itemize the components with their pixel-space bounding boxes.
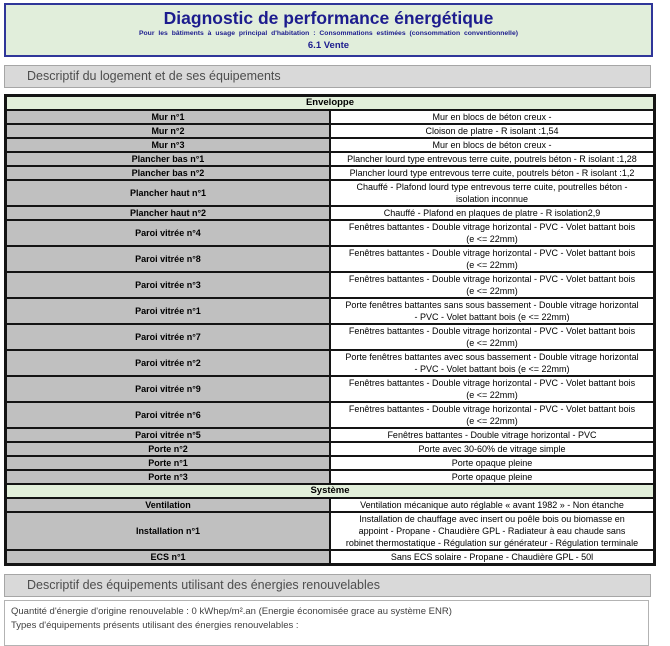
- section-bar-logement: Descriptif du logement et de ses équipem…: [4, 65, 651, 88]
- row-label: Plancher haut n°2: [4, 205, 331, 221]
- renewables-box: Quantité d'énergie d'origine renouvelabl…: [4, 600, 649, 646]
- row-value: Porte avec 30-60% de vitrage simple: [329, 441, 656, 457]
- document-version: 6.1 Vente: [307, 40, 350, 51]
- row-value: Fenêtres battantes - Double vitrage hori…: [329, 271, 656, 299]
- table-row: Plancher haut n°2 Chauffé - Plafond en pl…: [4, 205, 656, 221]
- table-row: Paroi vitrée n°4 Fenêtres battantes - Dou…: [4, 219, 656, 247]
- row-label: Plancher bas n°1: [4, 151, 331, 167]
- row-label: Plancher haut n°1: [4, 179, 331, 207]
- row-label: Porte n°2: [4, 441, 331, 457]
- row-value: Porte fenêtres battantes sans sous basse…: [329, 297, 656, 325]
- row-value: Fenêtres battantes - Double vitrage hori…: [329, 219, 656, 247]
- row-label: Paroi vitrée n°5: [4, 427, 331, 443]
- row-label: ECS n°1: [4, 549, 331, 566]
- row-label: Paroi vitrée n°6: [4, 401, 331, 429]
- table-row: Mur n°2 Cloison de platre - R isolant :1,…: [4, 123, 656, 139]
- table-row: Plancher bas n°2 Plancher lourd type entr…: [4, 165, 656, 181]
- table-row: Paroi vitrée n°6 Fenêtres battantes - Dou…: [4, 401, 656, 429]
- row-value: Fenêtres battantes - Double vitrage hori…: [329, 323, 656, 351]
- dpe-document-page: Diagnostic de performance énergétique Po…: [4, 3, 656, 646]
- table-row: Ventilation Ventilation mécanique auto ré…: [4, 497, 656, 513]
- row-label: Paroi vitrée n°8: [4, 245, 331, 273]
- row-label: Installation n°1: [4, 511, 331, 551]
- row-label: Paroi vitrée n°4: [4, 219, 331, 247]
- table-row: Installation n°1 Installation de chauffag…: [4, 511, 656, 551]
- table-row: Plancher haut n°1 Chauffé - Plafond lourd…: [4, 179, 656, 207]
- renewables-quantity-line: Quantité d'énergie d'origine renouvelabl…: [11, 606, 452, 617]
- row-value: Sans ECS solaire - Propane - Chaudière G…: [329, 549, 656, 566]
- row-value: Plancher lourd type entrevous terre cuit…: [329, 151, 656, 167]
- row-label: Mur n°2: [4, 123, 331, 139]
- group-header: Enveloppe: [4, 94, 656, 111]
- row-value: Cloison de platre - R isolant :1,54: [329, 123, 656, 139]
- table-row: Paroi vitrée n°9 Fenêtres battantes - Dou…: [4, 375, 656, 403]
- row-value: Porte fenêtres battantes avec sous basse…: [329, 349, 656, 377]
- equipment-table: Enveloppe Mur n°1 Mur en blocs de béton cr…: [4, 94, 656, 566]
- row-label: Plancher bas n°2: [4, 165, 331, 181]
- row-value: Chauffé - Plafond lourd type entrevous t…: [329, 179, 656, 207]
- table-row: Mur n°3 Mur en blocs de béton creux -: [4, 137, 656, 153]
- row-value: Ventilation mécanique auto réglable « av…: [329, 497, 656, 513]
- table-row: Paroi vitrée n°3 Fenêtres battantes - Dou…: [4, 271, 656, 299]
- row-label: Ventilation: [4, 497, 331, 513]
- equipment-table-body: Enveloppe Mur n°1 Mur en blocs de béton cr…: [4, 94, 656, 566]
- table-row: Paroi vitrée n°1 Porte fenêtres battantes…: [4, 297, 656, 325]
- row-value: Fenêtres battantes - Double vitrage hori…: [329, 401, 656, 429]
- row-value: Installation de chauffage avec insert ou…: [329, 511, 656, 551]
- row-label: Paroi vitrée n°3: [4, 271, 331, 299]
- row-value: Porte opaque pleine: [329, 469, 656, 485]
- table-row: Porte n°2 Porte avec 30-60% de vitrage si…: [4, 441, 656, 457]
- row-value: Porte opaque pleine: [329, 455, 656, 471]
- row-label: Porte n°1: [4, 455, 331, 471]
- row-value: Fenêtres battantes - Double vitrage hori…: [329, 375, 656, 403]
- row-value: Plancher lourd type entrevous terre cuit…: [329, 165, 656, 181]
- table-row: Mur n°1 Mur en blocs de béton creux -: [4, 109, 656, 125]
- section-bar-renouvelables: Descriptif des équipements utilisant des…: [4, 574, 651, 597]
- row-label: Paroi vitrée n°1: [4, 297, 331, 325]
- table-row: ECS n°1 Sans ECS solaire - Propane - Chau…: [4, 549, 656, 566]
- row-label: Mur n°3: [4, 137, 331, 153]
- group-header: Système: [4, 483, 656, 499]
- group-header-row: Enveloppe: [4, 94, 656, 111]
- row-label: Paroi vitrée n°7: [4, 323, 331, 351]
- table-row: Paroi vitrée n°2 Porte fenêtres battantes…: [4, 349, 656, 377]
- table-row: Porte n°3 Porte opaque pleine: [4, 469, 656, 485]
- row-label: Paroi vitrée n°2: [4, 349, 331, 377]
- table-row: Paroi vitrée n°8 Fenêtres battantes - Dou…: [4, 245, 656, 273]
- page-subtitle: Pour les bâtiments à usage principal d'h…: [138, 30, 518, 37]
- table-row: Paroi vitrée n°5 Fenêtres battantes - Dou…: [4, 427, 656, 443]
- row-label: Mur n°1: [4, 109, 331, 125]
- page-title: Diagnostic de performance énergétique: [163, 8, 494, 28]
- group-header-row: Système: [4, 483, 656, 499]
- document-header: Diagnostic de performance énergétique Po…: [4, 3, 653, 57]
- row-label: Porte n°3: [4, 469, 331, 485]
- row-label: Paroi vitrée n°9: [4, 375, 331, 403]
- row-value: Fenêtres battantes - Double vitrage hori…: [329, 427, 656, 443]
- table-row: Paroi vitrée n°7 Fenêtres battantes - Dou…: [4, 323, 656, 351]
- row-value: Mur en blocs de béton creux -: [329, 137, 656, 153]
- table-row: Plancher bas n°1 Plancher lourd type entr…: [4, 151, 656, 167]
- renewables-types-line: Types d'équipements présents utilisant d…: [11, 619, 299, 631]
- table-row: Porte n°1 Porte opaque pleine: [4, 455, 656, 471]
- row-value: Mur en blocs de béton creux -: [329, 109, 656, 125]
- row-value: Chauffé - Plafond en plaques de platre -…: [329, 205, 656, 221]
- row-value: Fenêtres battantes - Double vitrage hori…: [329, 245, 656, 273]
